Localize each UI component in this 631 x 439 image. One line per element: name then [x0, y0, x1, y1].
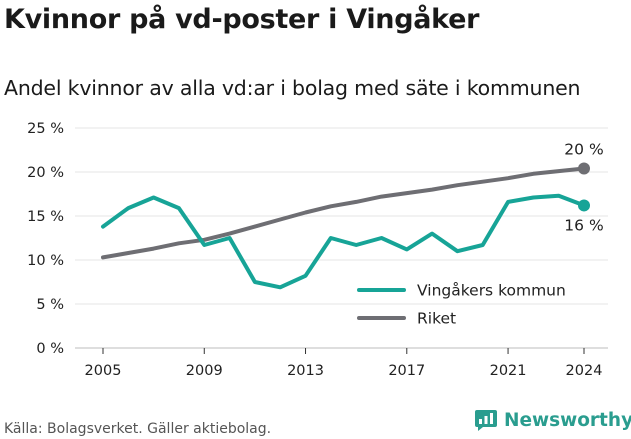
- series-lines: [101, 162, 590, 290]
- series-end-point: [578, 199, 590, 212]
- legend: Vingåkers kommun Riket: [357, 282, 566, 328]
- x-tick-label: 2009: [186, 363, 223, 379]
- x-tick-label: 2017: [388, 363, 425, 379]
- brand-name: Newsworthy: [504, 409, 631, 431]
- y-axis-ticks: 0 % 5 % 10 % 15 % 20 % 25 %: [27, 121, 64, 357]
- x-tick-label: 2024: [566, 363, 603, 379]
- y-tick-label: 0 %: [36, 341, 64, 357]
- series-end-point: [578, 162, 590, 175]
- newsworthy-icon: [475, 410, 497, 431]
- series-line-riket: [101, 166, 586, 260]
- x-tick-label: 2013: [287, 363, 324, 379]
- x-axis-ticks: 2005 2009 2013 2017 2021 2024: [85, 348, 603, 379]
- x-tick-label: 2005: [85, 363, 122, 379]
- y-tick-label: 5 %: [36, 297, 64, 313]
- y-tick-label: 20 %: [27, 165, 64, 181]
- y-tick-label: 15 %: [27, 209, 64, 225]
- newsworthy-logo: Newsworthy: [474, 408, 631, 432]
- end-value-label: 16 %: [564, 216, 603, 234]
- legend-label: Vingåkers kommun: [417, 282, 566, 300]
- source-note: Källa: Bolagsverket. Gäller aktiebolag.: [4, 421, 272, 437]
- chart-title: Kvinnor på vd-poster i Vingåker: [4, 4, 480, 35]
- y-tick-label: 10 %: [27, 253, 64, 269]
- chart-subtitle: Andel kvinnor av alla vd:ar i bolag med …: [4, 76, 581, 100]
- gridlines: [75, 127, 608, 349]
- legend-label: Riket: [417, 310, 456, 328]
- series-line-kommun: [101, 193, 586, 290]
- x-tick-label: 2021: [490, 363, 527, 379]
- y-tick-label: 25 %: [27, 121, 64, 137]
- end-value-label: 20 %: [564, 140, 603, 158]
- end-labels: 20 % 16 %: [564, 140, 603, 234]
